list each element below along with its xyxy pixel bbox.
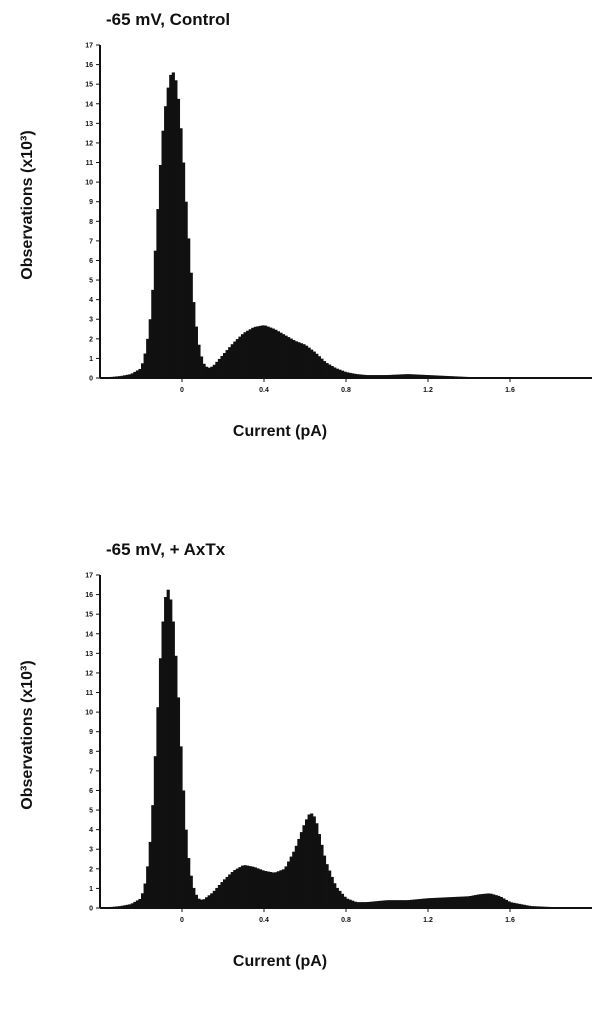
y-tick-label: 13 [85, 651, 93, 658]
y-tick-label: 13 [85, 121, 93, 128]
y-tick-label: 8 [89, 219, 93, 226]
x-tick-label: 1.6 [505, 917, 515, 924]
y-tick-label: 17 [85, 573, 93, 580]
y-tick-label: 3 [89, 317, 93, 324]
y-tick-label: 9 [89, 199, 93, 206]
histogram-bars [100, 590, 592, 908]
histogram-bars [100, 72, 511, 378]
y-tick-label: 16 [85, 62, 93, 69]
y-tick-label: 4 [89, 297, 93, 304]
y-tick-label: 7 [89, 768, 93, 775]
y-tick-label: 10 [85, 710, 93, 717]
x-tick-label: 1.2 [423, 917, 433, 924]
chart-panel-axtx: -65 mV, + AxTx Observations (x10³) Curre… [0, 530, 592, 1010]
x-tick-label: 0.4 [259, 387, 269, 394]
y-tick-label: 2 [89, 866, 93, 873]
x-tick-label: 0.8 [341, 917, 351, 924]
y-tick-label: 6 [89, 258, 93, 265]
y-tick-label: 12 [85, 670, 93, 677]
y-tick-label: 0 [89, 906, 93, 913]
y-tick-label: 5 [89, 808, 93, 815]
y-tick-label: 15 [85, 612, 93, 619]
x-tick-label: 0 [180, 387, 184, 394]
y-tick-label: 5 [89, 278, 93, 285]
y-tick-label: 7 [89, 238, 93, 245]
y-tick-label: 2 [89, 336, 93, 343]
x-tick-label: 0.8 [341, 387, 351, 394]
y-tick-label: 14 [85, 101, 93, 108]
y-tick-label: 3 [89, 847, 93, 854]
y-tick-label: 15 [85, 82, 93, 89]
y-tick-label: 16 [85, 592, 93, 599]
y-tick-label: 12 [85, 140, 93, 147]
x-tick-label: 0 [180, 917, 184, 924]
y-tick-label: 11 [86, 690, 94, 697]
y-tick-label: 6 [89, 788, 93, 795]
x-axis-label: Current (pA) [233, 423, 327, 441]
y-tick-label: 10 [85, 180, 93, 187]
y-tick-label: 8 [89, 749, 93, 756]
x-tick-label: 1.6 [505, 387, 515, 394]
y-tick-label: 17 [85, 43, 93, 50]
chart-panel-control: -65 mV, Control Observations (x10³) Curr… [0, 0, 592, 480]
y-tick-label: 1 [89, 356, 93, 363]
y-tick-label: 0 [89, 376, 93, 383]
x-axis-label: Current (pA) [233, 953, 327, 971]
y-tick-label: 1 [89, 886, 93, 893]
y-tick-label: 9 [89, 729, 93, 736]
y-tick-label: 4 [89, 827, 93, 834]
x-tick-label: 0.4 [259, 917, 269, 924]
x-tick-label: 1.2 [423, 387, 433, 394]
y-tick-label: 14 [85, 631, 93, 638]
y-tick-label: 11 [86, 160, 94, 167]
